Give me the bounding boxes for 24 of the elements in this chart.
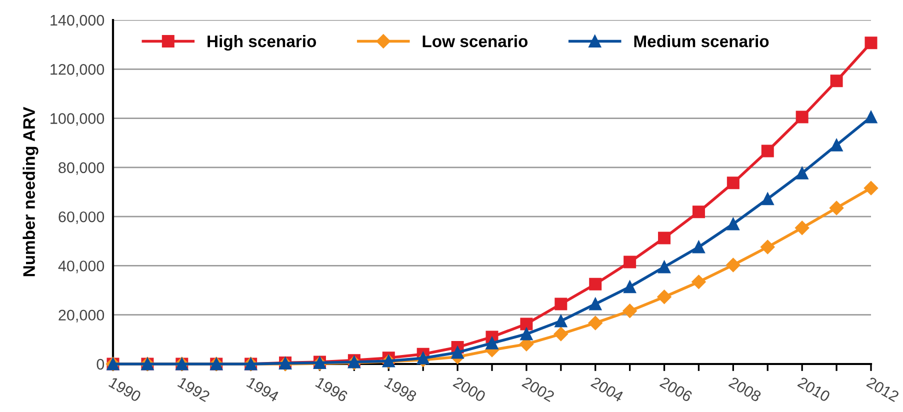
x-tick-label: 2000 xyxy=(452,376,486,402)
y-tick-label: 120,000 xyxy=(50,64,104,77)
x-tick-label: 1996 xyxy=(315,376,348,402)
x-tick-label: 1990 xyxy=(108,376,142,402)
x-tick-label: 1998 xyxy=(384,376,418,402)
y-tick-label: 60,000 xyxy=(58,211,104,224)
x-tick-label: 2010 xyxy=(797,376,831,402)
x-tick-label: 2004 xyxy=(590,376,624,402)
x-tick-label: 1994 xyxy=(246,376,280,402)
y-tick-label: 40,000 xyxy=(58,260,104,274)
x-tick-label: 2002 xyxy=(522,376,556,402)
y-tick-label: 100,000 xyxy=(50,113,104,126)
y-axis-title: Number needing ARV xyxy=(22,106,38,276)
y-tick-label: 80,000 xyxy=(58,162,104,175)
x-tick-label: 2006 xyxy=(659,376,693,402)
legend-label: Medium scenario xyxy=(634,35,769,48)
y-tick-label: 0 xyxy=(96,358,104,370)
x-tick-label: 2008 xyxy=(728,376,762,402)
x-tick-label: 1992 xyxy=(177,376,210,402)
legend-label: Low scenario xyxy=(422,35,528,48)
x-tick-label: 2012 xyxy=(866,376,900,402)
y-tick-label: 140,000 xyxy=(50,14,104,28)
legend-label: High scenario xyxy=(208,35,316,51)
y-tick-label: 20,000 xyxy=(58,310,104,322)
